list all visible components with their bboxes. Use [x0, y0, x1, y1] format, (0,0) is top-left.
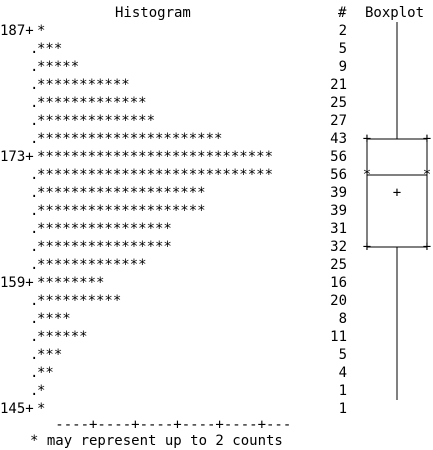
histogram-bar: *************: [37, 257, 147, 273]
box-corner: +: [423, 131, 431, 147]
histogram-bar: ****: [37, 311, 71, 327]
bin-count: 39: [330, 203, 347, 219]
bin-tick: .: [30, 221, 39, 237]
bin-tick: .: [30, 41, 39, 57]
histogram-bar: ****************************: [37, 167, 274, 183]
bin-count: 21: [330, 77, 347, 93]
bin-tick: .: [30, 239, 39, 255]
bin-tick: .: [30, 383, 39, 399]
bin-count: 9: [338, 59, 347, 75]
bin-count: 5: [338, 41, 347, 57]
bin-count: 39: [330, 185, 347, 201]
bin-count: 20: [330, 293, 347, 309]
histogram-bar: ******: [37, 329, 88, 345]
histogram-boxplot-chart: Histogram # Boxplot 187+ * 2. *** 5. ***** 9. *…: [0, 5, 431, 449]
histogram-bar: ***********: [37, 77, 130, 93]
y-tick-label: 159+: [0, 275, 34, 291]
bin-count: 1: [338, 401, 347, 417]
boxplot-title: Boxplot: [365, 5, 425, 21]
count-header: #: [338, 5, 347, 21]
bin-count: 16: [330, 275, 347, 291]
histogram-bar: ****************************: [37, 149, 274, 165]
histogram-bar: ****************: [37, 221, 172, 237]
bin-count: 8: [338, 311, 347, 327]
histogram-bar: *: [37, 383, 46, 399]
bin-tick: .: [30, 59, 39, 75]
histogram-bar: **************: [37, 113, 156, 129]
bin-count: 32: [330, 239, 347, 255]
bin-tick: .: [30, 347, 39, 363]
y-tick-label: 145+: [0, 401, 34, 417]
bin-count: 25: [330, 95, 347, 111]
bin-tick: .: [30, 311, 39, 327]
y-tick-label: 187+: [0, 23, 34, 39]
bin-tick: .: [30, 131, 39, 147]
bin-tick: .: [30, 365, 39, 381]
median-marker: *: [363, 167, 371, 183]
y-tick-label: 173+: [0, 149, 34, 165]
bin-tick: .: [30, 167, 39, 183]
bin-count: 43: [330, 131, 347, 147]
bin-tick: .: [30, 113, 39, 129]
bin-count: 56: [330, 149, 347, 165]
bin-tick: .: [30, 293, 39, 309]
bin-tick: .: [30, 203, 39, 219]
bin-tick: .: [30, 77, 39, 93]
bin-count: 4: [338, 365, 347, 381]
bin-count: 25: [330, 257, 347, 273]
footnote: * may represent up to 2 counts: [30, 433, 283, 449]
mean-marker: +: [393, 185, 401, 201]
bin-tick: .: [30, 95, 39, 111]
bin-count: 2: [338, 23, 347, 39]
histogram-bar: **: [37, 365, 54, 381]
histogram-bar: ********: [37, 275, 105, 291]
histogram-title: Histogram: [115, 5, 191, 21]
histogram-bar: ***: [37, 347, 63, 363]
bin-count: 27: [330, 113, 347, 129]
histogram-bar: ********************: [37, 185, 206, 201]
bin-count: 56: [330, 167, 347, 183]
bin-count: 31: [330, 221, 347, 237]
histogram-bar: ****************: [37, 239, 172, 255]
histogram-bar: ***: [37, 41, 63, 57]
bin-tick: .: [30, 329, 39, 345]
histogram-bar: **********************: [37, 131, 223, 147]
bin-tick: .: [30, 185, 39, 201]
bin-tick: .: [30, 257, 39, 273]
bin-count: 11: [330, 329, 347, 345]
histogram-bar: *************: [37, 95, 147, 111]
histogram-bar: *: [37, 23, 46, 39]
bin-count: 5: [338, 347, 347, 363]
box-corner: +: [423, 239, 431, 255]
box-corner: +: [363, 239, 371, 255]
histogram-bar: ********************: [37, 203, 206, 219]
bin-count: 1: [338, 383, 347, 399]
box-corner: +: [363, 131, 371, 147]
median-marker: *: [423, 167, 431, 183]
histogram-bar: *****: [37, 59, 80, 75]
histogram-bar: **********: [37, 293, 122, 309]
